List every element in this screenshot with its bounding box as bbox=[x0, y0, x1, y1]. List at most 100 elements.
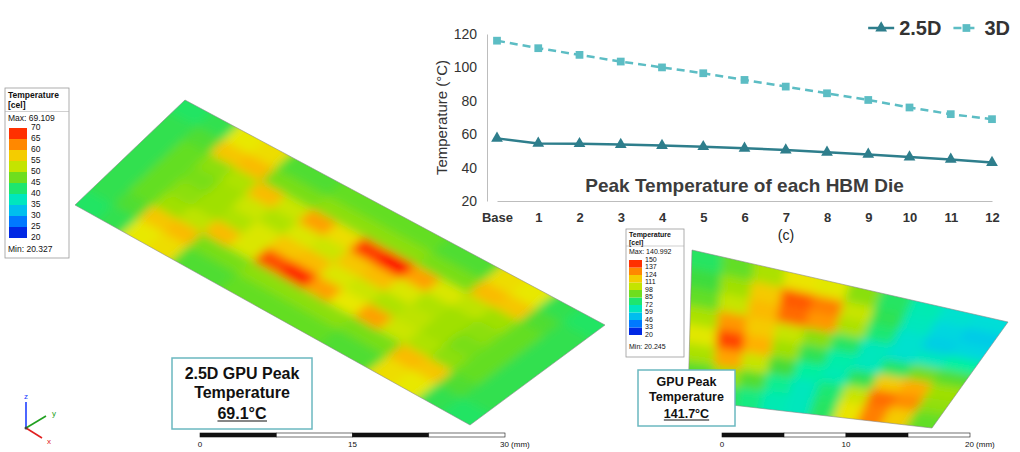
legend-unit: [cel] bbox=[8, 100, 26, 110]
x-tick-label: 2 bbox=[576, 210, 583, 225]
series-marker bbox=[864, 96, 872, 104]
legend-tick-label: 30 bbox=[31, 210, 41, 220]
series-line bbox=[497, 138, 992, 162]
series-marker bbox=[780, 143, 792, 153]
legend-band bbox=[629, 328, 642, 336]
x-tick: 4 bbox=[659, 201, 667, 225]
x-tick: 6 bbox=[741, 201, 748, 225]
triad-label: z bbox=[24, 392, 28, 401]
series-marker bbox=[574, 137, 586, 147]
x-tick-label: 10 bbox=[903, 210, 917, 225]
legend-tick-label: 50 bbox=[31, 166, 41, 176]
x-tick: 7 bbox=[783, 201, 790, 225]
underline bbox=[664, 419, 709, 420]
series-marker bbox=[656, 139, 668, 149]
series-marker bbox=[904, 150, 916, 160]
series-marker bbox=[741, 76, 749, 84]
legend-band bbox=[629, 320, 642, 328]
series-marker bbox=[699, 69, 707, 77]
x-tick: 3 bbox=[618, 201, 625, 225]
legend-tick-label: 85 bbox=[645, 293, 653, 300]
y-tick: 40 bbox=[461, 160, 487, 176]
annotation-value: 69.1°C bbox=[217, 405, 267, 422]
legend-tick-label: 150 bbox=[645, 256, 657, 263]
legend-title: Temperature bbox=[629, 231, 671, 239]
legend-item: 3D bbox=[953, 17, 1010, 39]
axis-triad: z y x bbox=[24, 392, 56, 446]
triad-origin bbox=[25, 427, 28, 430]
legend-band bbox=[9, 227, 27, 238]
legend-tick-label: 55 bbox=[31, 155, 41, 165]
y-tick: 100 bbox=[454, 59, 487, 75]
scale-bar: 01530 (mm) bbox=[198, 433, 530, 449]
legend-band bbox=[629, 290, 642, 298]
page: Base12345678910111220406080100120Tempera… bbox=[0, 0, 1020, 452]
series-marker bbox=[947, 110, 955, 118]
x-axis: Base123456789101112 bbox=[482, 201, 1000, 225]
legend-tick-label: 45 bbox=[31, 177, 41, 187]
heat-cell bbox=[431, 398, 507, 446]
cells bbox=[44, 78, 639, 446]
legend-band bbox=[9, 205, 27, 216]
x-tick-label: 6 bbox=[741, 210, 748, 225]
legend-tick-label: 59 bbox=[645, 308, 653, 315]
x-tick-label: 11 bbox=[944, 210, 958, 225]
series-marker bbox=[491, 132, 503, 142]
legend-tick-label: 70 bbox=[31, 122, 41, 132]
series-marker bbox=[615, 138, 627, 148]
series-marker bbox=[534, 44, 542, 52]
annotation-text: 2.5D GPU Peak bbox=[185, 365, 300, 382]
legend-tick-label: 98 bbox=[645, 286, 653, 293]
scale-segment bbox=[908, 433, 970, 437]
legend-band bbox=[9, 128, 27, 139]
x-tick: 2 bbox=[576, 201, 583, 225]
legend-min: Min: 20.245 bbox=[629, 343, 666, 350]
y-tick: 120 bbox=[454, 26, 487, 42]
series-marker bbox=[988, 115, 996, 123]
y-tick-label: 80 bbox=[461, 93, 477, 109]
annotation-box bbox=[638, 370, 735, 426]
x-tick-label: 8 bbox=[824, 210, 831, 225]
color-legend: Temperature[cel]Max: 69.1092025303540455… bbox=[5, 88, 69, 258]
legend-tick-label: 35 bbox=[31, 199, 41, 209]
legend-band bbox=[9, 139, 27, 150]
series-marker bbox=[823, 89, 831, 97]
legend-band bbox=[9, 194, 27, 205]
annotation-text: GPU Peak bbox=[657, 375, 717, 389]
legend-band bbox=[629, 283, 642, 291]
series-marker bbox=[862, 148, 874, 158]
x-tick-label: 9 bbox=[865, 210, 872, 225]
x-tick-label: 3 bbox=[618, 210, 625, 225]
legend-tick-label: 72 bbox=[645, 301, 653, 308]
legend-tick-label: 20 bbox=[645, 331, 653, 338]
scale-segment bbox=[276, 433, 352, 437]
scale-label: 10 bbox=[842, 440, 851, 449]
x-tick-label: 5 bbox=[700, 210, 707, 225]
annotation-box bbox=[172, 358, 312, 429]
plate-outline bbox=[75, 100, 605, 425]
triad-label: y bbox=[52, 409, 56, 418]
triad-arrow bbox=[26, 428, 42, 438]
legend-title: Temperature bbox=[8, 90, 59, 100]
legend-rule bbox=[5, 111, 69, 112]
y-axis: 20406080100120 bbox=[454, 26, 488, 209]
axis-line bbox=[487, 35, 488, 202]
series-marker bbox=[986, 156, 998, 166]
legend-rule bbox=[626, 246, 684, 247]
y-tick: 80 bbox=[461, 93, 487, 109]
triad-label: x bbox=[47, 437, 51, 446]
series-marker bbox=[617, 58, 625, 66]
peak-annotation: GPU PeakTemperature141.7°C bbox=[638, 370, 735, 426]
x-tick-label: 7 bbox=[783, 210, 790, 225]
x-tick-label: 4 bbox=[659, 210, 667, 225]
series-marker bbox=[658, 64, 666, 72]
series-marker bbox=[576, 51, 584, 59]
annotation-text: Temperature bbox=[649, 390, 724, 404]
legend-box bbox=[5, 88, 69, 258]
legend-band bbox=[9, 183, 27, 194]
scale-label: 0 bbox=[198, 440, 203, 449]
series-marker bbox=[821, 145, 833, 155]
legend-tick-label: 46 bbox=[645, 316, 653, 323]
legend-label: 2.5D bbox=[899, 17, 941, 39]
scale-segment bbox=[429, 433, 505, 437]
